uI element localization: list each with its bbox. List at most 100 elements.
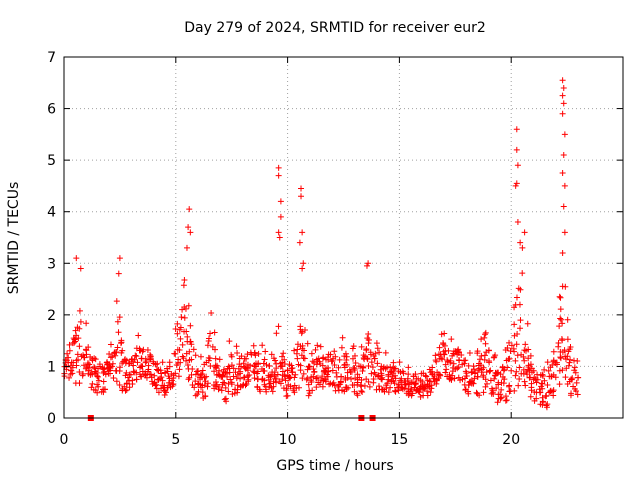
data-point [527, 352, 534, 359]
data-point [240, 360, 247, 367]
data-point [374, 360, 381, 367]
data-point [222, 384, 229, 391]
data-point [500, 380, 507, 387]
data-point [181, 314, 188, 321]
data-point [244, 351, 251, 358]
data-point [438, 331, 445, 338]
data-point [232, 369, 239, 376]
data-point [455, 356, 462, 363]
data-point [281, 356, 288, 363]
data-point [361, 382, 368, 389]
data-point [198, 370, 205, 377]
data-point [204, 383, 211, 390]
data-point [482, 340, 489, 347]
data-point [513, 180, 520, 187]
data-point [186, 348, 193, 355]
data-point [549, 388, 556, 395]
data-point [116, 368, 123, 375]
data-point [317, 343, 324, 350]
data-point [311, 368, 318, 375]
data-point [261, 377, 268, 384]
data-point [437, 372, 444, 379]
data-point [299, 375, 306, 382]
data-point [433, 380, 440, 387]
data-point [568, 390, 575, 397]
data-point [291, 347, 298, 354]
data-point [189, 366, 196, 373]
data-point [513, 341, 520, 348]
data-point [497, 395, 504, 402]
data-point [94, 389, 101, 396]
data-point [560, 151, 567, 158]
data-point [106, 364, 113, 371]
data-point [138, 355, 145, 362]
data-point [361, 356, 368, 363]
data-point [502, 397, 509, 404]
data-point [75, 335, 82, 342]
data-point [559, 249, 566, 256]
data-point [539, 372, 546, 379]
data-point [119, 347, 126, 354]
data-point [513, 368, 520, 375]
data-point [134, 359, 141, 366]
data-point [228, 379, 235, 386]
data-point [451, 375, 458, 382]
data-point [495, 381, 502, 388]
data-point [444, 357, 451, 364]
data-point [199, 367, 206, 374]
data-point [351, 352, 358, 359]
data-point [219, 373, 226, 379]
data-point [384, 380, 391, 387]
data-point [332, 353, 339, 360]
data-point [559, 349, 566, 356]
data-point [429, 364, 436, 371]
data-point [550, 348, 557, 355]
data-point [230, 373, 237, 380]
data-point [216, 356, 223, 363]
data-point [77, 265, 84, 272]
data-point [506, 339, 513, 346]
y-tick-label: 7 [47, 50, 56, 66]
data-point [357, 382, 364, 389]
data-point [345, 384, 352, 391]
data-point [67, 371, 74, 378]
data-point [179, 353, 186, 360]
data-point [279, 368, 286, 375]
data-point [533, 379, 540, 386]
data-point [511, 348, 518, 355]
data-point [450, 360, 457, 367]
data-point [275, 172, 282, 179]
data-point [226, 338, 233, 345]
data-point [557, 306, 564, 313]
data-point [250, 342, 257, 349]
data-point [493, 385, 500, 392]
data-point [267, 373, 274, 380]
data-point [297, 362, 304, 369]
data-point [277, 198, 284, 205]
data-point [549, 361, 556, 368]
data-point [197, 353, 204, 360]
data-point [478, 369, 485, 376]
data-point [373, 340, 380, 347]
data-point [571, 364, 578, 371]
data-point [573, 388, 580, 395]
chart-title: Day 279 of 2024, SRMTID for receiver eur… [184, 20, 486, 36]
x-tick-label: 10 [279, 432, 297, 448]
data-point [569, 375, 576, 382]
data-point [228, 362, 235, 369]
data-point [369, 364, 376, 371]
data-point [474, 390, 481, 397]
data-point [95, 373, 102, 380]
data-point [190, 346, 197, 353]
data-point [487, 377, 494, 384]
data-point [100, 378, 107, 385]
data-point [354, 371, 361, 378]
data-point [290, 385, 297, 392]
data-point [95, 383, 102, 390]
data-point [392, 365, 399, 372]
data-point [521, 357, 528, 364]
data-point [325, 356, 332, 363]
data-point [477, 356, 483, 363]
data-point [116, 314, 123, 321]
data-point [296, 384, 303, 391]
